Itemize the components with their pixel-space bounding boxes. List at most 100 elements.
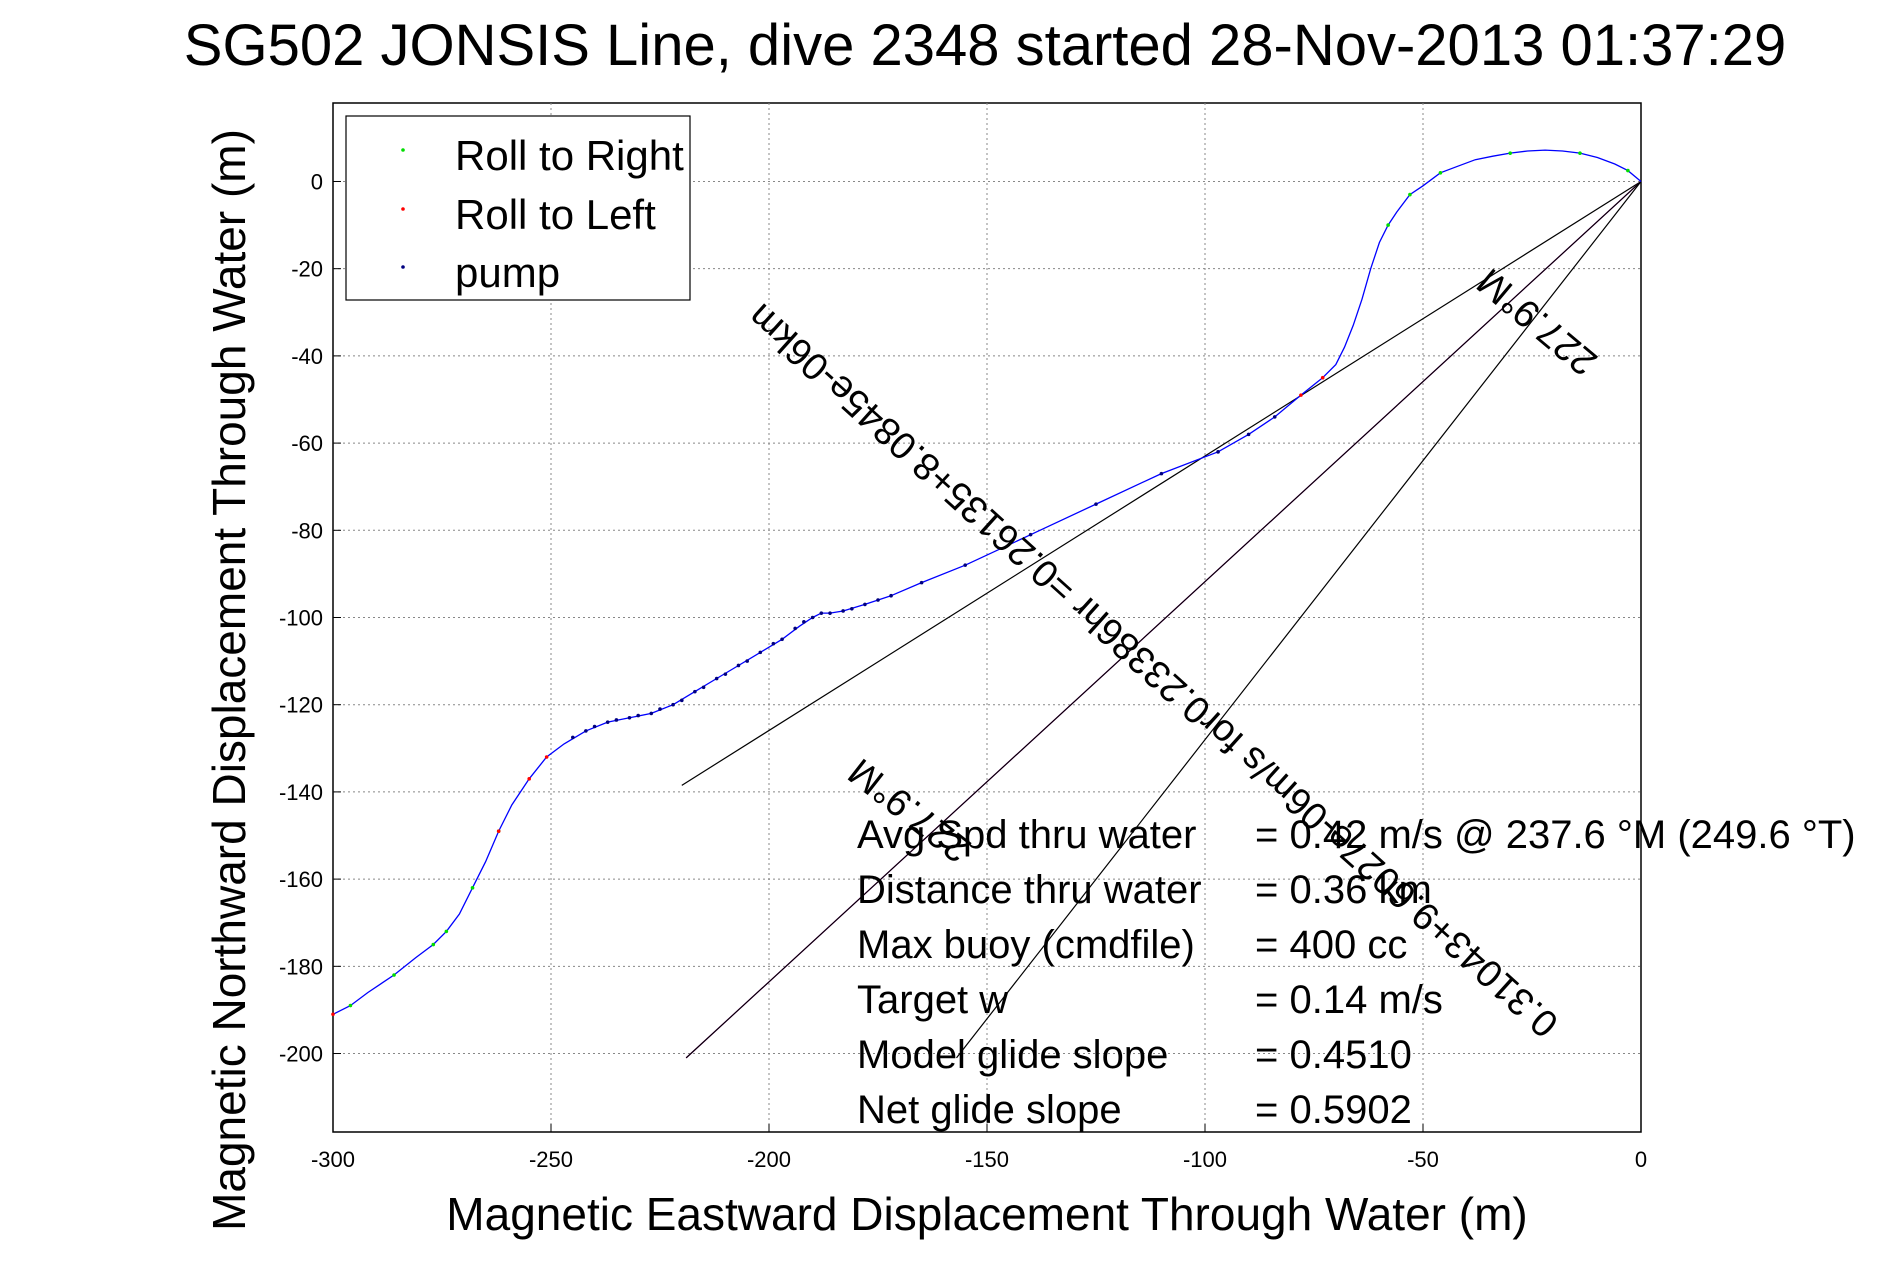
roll-right-marker — [1408, 192, 1412, 197]
pump-marker — [723, 672, 728, 676]
roll-left-marker — [544, 755, 549, 759]
pump-marker — [636, 713, 640, 718]
pump-marker — [889, 593, 893, 598]
x-tick-label: -300 — [311, 1147, 355, 1172]
x-axis-title: Magnetic Eastward Displacement Through W… — [446, 1188, 1527, 1240]
pump-marker — [963, 563, 967, 567]
pump-marker — [1094, 502, 1098, 506]
y-tick-label: -160 — [279, 867, 323, 892]
x-tick-label: -200 — [747, 1147, 791, 1172]
y-tick-label: -80 — [291, 518, 323, 543]
x-tick-label: -100 — [1183, 1147, 1227, 1172]
legend-marker-pump — [401, 265, 405, 269]
pump-marker — [584, 729, 588, 733]
roll-right-marker — [392, 973, 396, 977]
annotation-value: = 0.14 m/s — [1255, 978, 1443, 1022]
pump-marker — [658, 707, 662, 711]
roll-right-marker — [444, 929, 449, 934]
pump-marker — [758, 650, 763, 655]
y-tick-label: -40 — [291, 344, 323, 369]
chart-title: SG502 JONSIS Line, dive 2348 started 28-… — [184, 13, 1786, 78]
annotation-label: Max buoy (cmdfile) — [857, 923, 1195, 967]
pump-marker — [614, 718, 619, 722]
pump-marker — [693, 689, 697, 694]
y-tick-label: -20 — [291, 257, 323, 282]
pump-marker — [1028, 532, 1033, 537]
pump-marker — [1272, 415, 1277, 419]
pump-marker — [649, 711, 654, 716]
legend-marker-roll-left — [401, 207, 405, 211]
pump-marker — [810, 615, 815, 620]
pump-marker — [850, 606, 854, 611]
roll-right-marker — [348, 1003, 353, 1008]
pump-marker — [876, 598, 880, 602]
pump-marker — [736, 663, 741, 668]
legend-label-roll-right: Roll to Right — [455, 132, 684, 179]
pump-marker — [1216, 450, 1220, 454]
pump-marker — [771, 641, 776, 646]
roll-left-marker — [496, 829, 501, 833]
pump-marker — [780, 637, 784, 642]
x-tick-label: 0 — [1635, 1147, 1647, 1172]
legend-marker-roll-right — [401, 148, 405, 152]
pump-marker — [714, 676, 719, 681]
reference-line — [956, 181, 1642, 1059]
reference-lines — [681, 180, 1642, 1059]
roll-left-marker — [1299, 393, 1303, 397]
roll-left-marker — [527, 777, 531, 781]
reference-line — [685, 181, 1642, 1059]
marker-layer — [331, 151, 1630, 1017]
legend-label-roll-left: Roll to Left — [455, 191, 656, 238]
pump-marker — [802, 620, 806, 624]
pump-marker — [605, 720, 610, 724]
pump-marker — [841, 609, 845, 613]
legend-box — [345, 115, 691, 301]
pump-marker — [1246, 432, 1251, 437]
pump-marker — [701, 685, 706, 690]
pump-marker — [919, 580, 924, 585]
y-tick-label: -140 — [279, 780, 323, 805]
roll-right-marker — [1386, 223, 1390, 227]
y-tick-label: -60 — [291, 431, 323, 456]
pump-marker — [793, 626, 797, 631]
annotation-label: Target w — [857, 978, 1008, 1022]
roll-right-marker — [431, 942, 436, 947]
annotation-value: = 0.4510 — [1255, 1033, 1412, 1077]
y-axis-title: Magnetic Northward Displacement Through … — [203, 129, 255, 1231]
y-tick-label: -100 — [279, 606, 323, 631]
pump-marker — [819, 611, 824, 615]
pump-marker — [1159, 471, 1164, 476]
pump-marker — [745, 659, 749, 663]
x-tick-label: -50 — [1407, 1147, 1439, 1172]
roll-right-marker — [1508, 151, 1512, 155]
pump-marker — [828, 611, 832, 615]
annotation-value: = 0.42 m/s @ 237.6 °M (249.6 °T) — [1255, 813, 1856, 857]
annotation-value: = 400 cc — [1255, 923, 1407, 967]
x-tick-label: -150 — [965, 1147, 1009, 1172]
annotation-label: Model glide slope — [857, 1033, 1168, 1077]
y-tick-label: -180 — [279, 954, 323, 979]
annotation-value: = 0.36 km — [1255, 868, 1432, 912]
pump-marker — [671, 702, 675, 707]
roll-right-marker — [1438, 170, 1443, 175]
roll-right-marker — [1578, 151, 1582, 155]
pump-marker — [863, 602, 867, 607]
pump-marker — [680, 698, 684, 703]
y-tick-label: -200 — [279, 1042, 323, 1067]
roll-left-marker — [1320, 375, 1325, 380]
annotation-value: = 0.5902 — [1255, 1088, 1412, 1132]
roll-right-marker — [1626, 168, 1630, 173]
legend: Roll to Right Roll to Left pump — [345, 115, 691, 301]
y-tick-label: 0 — [311, 169, 323, 194]
pump-marker — [592, 724, 597, 729]
reference-line — [681, 180, 1642, 786]
x-tick-label: -250 — [529, 1147, 573, 1172]
roll-left-marker — [331, 1012, 335, 1017]
annotation-label: Distance thru water — [857, 868, 1202, 912]
legend-label-pump: pump — [455, 249, 560, 296]
y-tick-label: -120 — [279, 693, 323, 718]
pump-marker — [571, 735, 575, 740]
